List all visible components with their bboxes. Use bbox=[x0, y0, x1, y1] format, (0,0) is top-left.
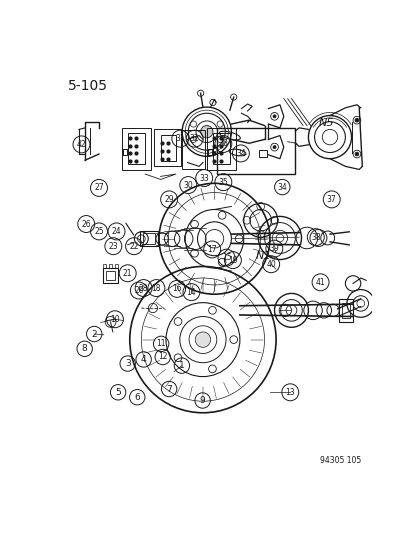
Bar bbox=[123, 149, 127, 155]
Bar bbox=[338, 299, 352, 322]
Text: 94305 105: 94305 105 bbox=[319, 456, 360, 465]
Text: 20: 20 bbox=[134, 286, 143, 295]
Text: 5: 5 bbox=[115, 388, 121, 397]
Circle shape bbox=[354, 118, 358, 122]
Text: 5-105: 5-105 bbox=[68, 79, 108, 93]
Text: 21: 21 bbox=[123, 269, 132, 278]
Bar bbox=[216, 128, 294, 174]
Text: 27: 27 bbox=[94, 183, 104, 192]
Circle shape bbox=[272, 146, 275, 149]
Bar bbox=[154, 130, 181, 166]
Bar bbox=[207, 149, 212, 155]
Text: 18: 18 bbox=[151, 284, 161, 293]
Circle shape bbox=[200, 126, 212, 138]
Text: 10: 10 bbox=[110, 314, 119, 324]
Bar bbox=[212, 133, 229, 164]
Bar bbox=[109, 264, 112, 268]
Text: 1: 1 bbox=[178, 361, 184, 370]
Bar bbox=[342, 303, 349, 318]
Text: 36: 36 bbox=[218, 140, 228, 149]
Bar bbox=[128, 133, 145, 164]
Text: 35: 35 bbox=[218, 177, 228, 187]
Text: 26: 26 bbox=[81, 220, 91, 229]
Text: 17: 17 bbox=[207, 245, 216, 254]
Text: 9: 9 bbox=[199, 396, 205, 405]
Text: 32: 32 bbox=[190, 134, 199, 143]
Text: 25: 25 bbox=[94, 227, 104, 236]
Bar bbox=[115, 264, 118, 268]
Text: 29: 29 bbox=[164, 195, 173, 204]
Text: 3: 3 bbox=[125, 359, 130, 368]
Bar bbox=[122, 128, 151, 170]
Text: 30: 30 bbox=[183, 181, 193, 190]
Text: 6: 6 bbox=[134, 393, 140, 402]
Text: 16: 16 bbox=[172, 285, 181, 293]
Text: 12: 12 bbox=[158, 352, 167, 361]
Text: 28: 28 bbox=[138, 284, 148, 293]
Circle shape bbox=[354, 152, 358, 156]
Bar bbox=[206, 128, 235, 170]
Bar bbox=[106, 271, 115, 280]
Circle shape bbox=[272, 115, 275, 118]
Text: 37: 37 bbox=[326, 195, 336, 204]
Text: 40: 40 bbox=[266, 260, 275, 269]
Bar bbox=[259, 150, 266, 157]
Text: 19: 19 bbox=[228, 256, 237, 265]
Bar bbox=[123, 149, 127, 155]
Text: 23: 23 bbox=[108, 241, 118, 251]
Text: 24: 24 bbox=[112, 227, 121, 236]
Text: 15: 15 bbox=[221, 253, 231, 262]
Bar bbox=[142, 233, 155, 244]
Text: 11: 11 bbox=[156, 340, 166, 349]
Bar bbox=[102, 268, 118, 284]
Text: 31: 31 bbox=[175, 134, 185, 143]
Text: 4: 4 bbox=[140, 355, 146, 364]
Bar bbox=[207, 149, 212, 155]
Text: 7: 7 bbox=[166, 384, 171, 393]
Text: 41: 41 bbox=[315, 278, 325, 287]
Text: 13: 13 bbox=[285, 388, 294, 397]
Text: 39: 39 bbox=[269, 244, 278, 253]
Text: 22: 22 bbox=[129, 241, 138, 251]
Text: N5: N5 bbox=[318, 118, 334, 128]
Text: 34: 34 bbox=[277, 183, 287, 191]
Text: 34: 34 bbox=[235, 149, 245, 158]
Text: 42: 42 bbox=[76, 140, 86, 149]
Bar bbox=[102, 264, 106, 268]
Bar bbox=[182, 130, 205, 168]
Text: 2: 2 bbox=[91, 329, 97, 338]
Text: N1: N1 bbox=[254, 251, 270, 261]
Bar bbox=[140, 231, 158, 246]
Text: 33: 33 bbox=[199, 174, 209, 183]
Text: 8: 8 bbox=[82, 344, 87, 353]
Circle shape bbox=[195, 332, 210, 348]
Text: 14: 14 bbox=[186, 288, 196, 297]
Bar bbox=[160, 135, 176, 161]
Text: 38: 38 bbox=[310, 232, 320, 241]
